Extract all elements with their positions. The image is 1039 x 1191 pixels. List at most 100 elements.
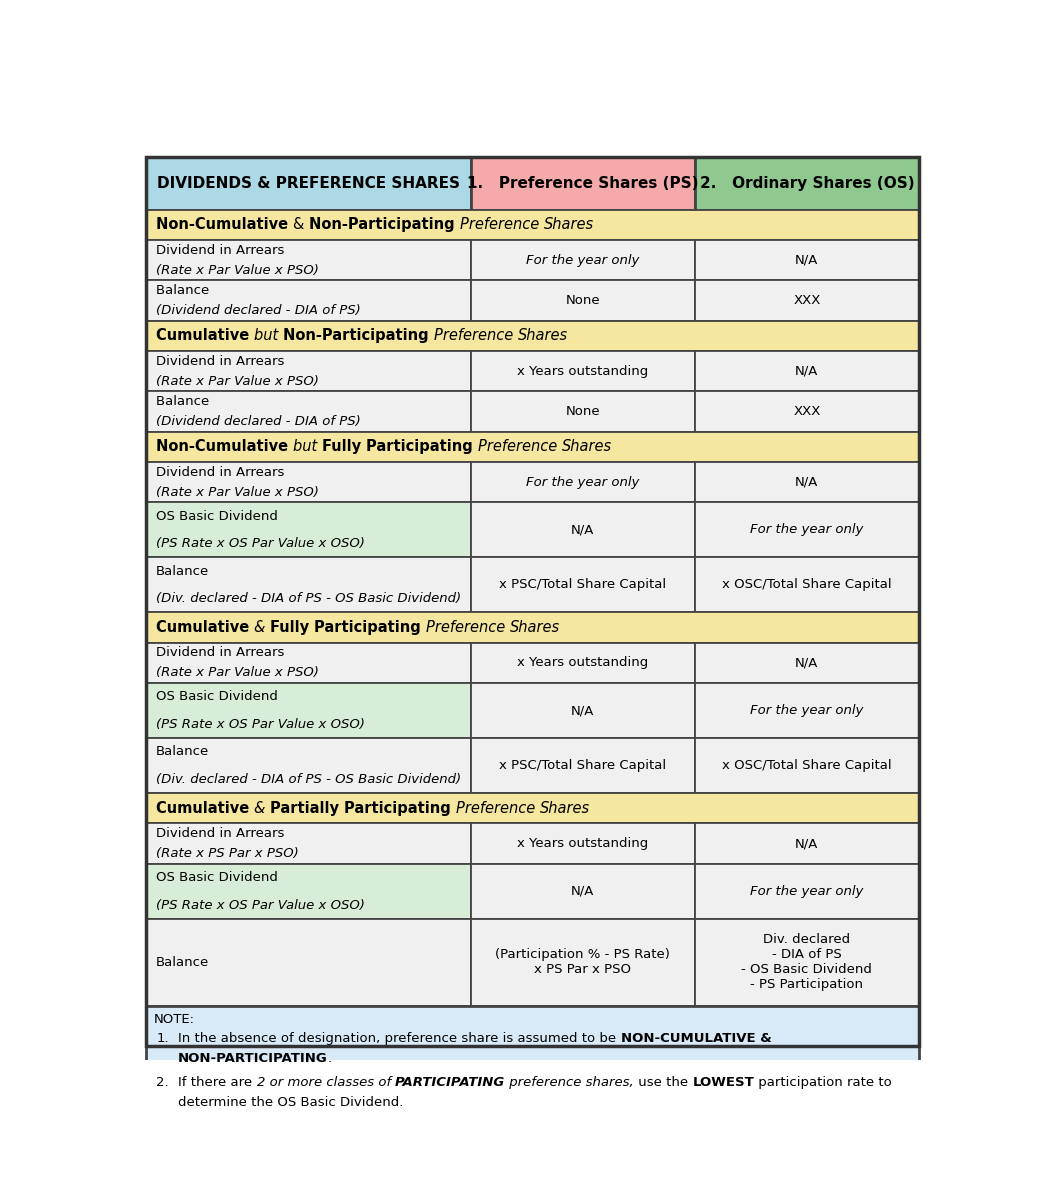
Text: Dividend in Arrears: Dividend in Arrears: [156, 466, 288, 479]
FancyBboxPatch shape: [471, 351, 695, 392]
FancyBboxPatch shape: [471, 462, 695, 503]
Text: 2.: 2.: [157, 1075, 169, 1089]
Text: PARTICIPATING: PARTICIPATING: [395, 1075, 505, 1089]
Text: For the year only: For the year only: [526, 254, 639, 267]
Text: x Years outstanding: x Years outstanding: [517, 656, 648, 669]
Text: Dividend in Arrears: Dividend in Arrears: [156, 244, 288, 257]
Text: Shares: Shares: [543, 218, 593, 232]
Text: &: &: [293, 218, 309, 232]
Text: preference shares,: preference shares,: [505, 1075, 634, 1089]
Text: OS Basic Dividend: OS Basic Dividend: [156, 510, 277, 523]
Text: XXX: XXX: [793, 405, 821, 418]
FancyBboxPatch shape: [145, 462, 471, 503]
FancyBboxPatch shape: [695, 684, 920, 738]
Text: N/A: N/A: [795, 254, 819, 267]
Text: Preference: Preference: [459, 218, 543, 232]
Text: (PS Rate x OS Par Value x OSO): (PS Rate x OS Par Value x OSO): [156, 718, 365, 731]
Text: Div. declared
- DIA of PS
- OS Basic Dividend
- PS Participation: Div. declared - DIA of PS - OS Basic Div…: [742, 934, 873, 991]
FancyBboxPatch shape: [145, 557, 471, 612]
Text: x OSC/Total Share Capital: x OSC/Total Share Capital: [722, 579, 891, 592]
FancyBboxPatch shape: [695, 918, 920, 1006]
Text: x Years outstanding: x Years outstanding: [517, 364, 648, 378]
Text: (Rate x Par Value x PSO): (Rate x Par Value x PSO): [156, 264, 319, 276]
FancyBboxPatch shape: [695, 462, 920, 503]
FancyBboxPatch shape: [145, 643, 471, 684]
Text: Cumulative: Cumulative: [156, 329, 254, 343]
Text: x PSC/Total Share Capital: x PSC/Total Share Capital: [499, 759, 666, 772]
Text: (Div. declared - DIA of PS - OS Basic Dividend): (Div. declared - DIA of PS - OS Basic Di…: [156, 773, 460, 786]
Text: (PS Rate x OS Par Value x OSO): (PS Rate x OS Par Value x OSO): [156, 898, 365, 911]
Text: Balance: Balance: [156, 956, 209, 968]
Text: use the: use the: [634, 1075, 692, 1089]
FancyBboxPatch shape: [471, 738, 695, 793]
Text: N/A: N/A: [795, 837, 819, 850]
Text: x OSC/Total Share Capital: x OSC/Total Share Capital: [722, 759, 891, 772]
Text: Participating: Participating: [314, 621, 426, 635]
Text: Cumulative: Cumulative: [156, 800, 254, 816]
FancyBboxPatch shape: [471, 557, 695, 612]
Text: (Rate x Par Value x PSO): (Rate x Par Value x PSO): [156, 486, 319, 499]
Text: N/A: N/A: [571, 885, 594, 898]
FancyBboxPatch shape: [145, 684, 471, 738]
Text: None: None: [565, 405, 601, 418]
FancyBboxPatch shape: [695, 738, 920, 793]
Text: Non-Participating: Non-Participating: [309, 218, 459, 232]
Text: N/A: N/A: [795, 656, 819, 669]
Text: Cumulative: Cumulative: [156, 621, 254, 635]
Text: OS Basic Dividend: OS Basic Dividend: [156, 871, 277, 884]
Text: N/A: N/A: [795, 364, 819, 378]
FancyBboxPatch shape: [695, 392, 920, 432]
Text: 1.   Preference Shares (PS): 1. Preference Shares (PS): [467, 176, 698, 191]
FancyBboxPatch shape: [145, 918, 471, 1006]
Text: OS Basic Dividend: OS Basic Dividend: [156, 691, 277, 704]
FancyBboxPatch shape: [145, 793, 920, 823]
Text: Dividend in Arrears: Dividend in Arrears: [156, 355, 288, 368]
FancyBboxPatch shape: [471, 157, 695, 210]
Text: Fully: Fully: [322, 439, 366, 455]
Text: (PS Rate x OS Par Value x OSO): (PS Rate x OS Par Value x OSO): [156, 537, 365, 550]
Text: Participating: Participating: [366, 439, 478, 455]
FancyBboxPatch shape: [471, 684, 695, 738]
FancyBboxPatch shape: [145, 392, 471, 432]
Text: XXX: XXX: [793, 294, 821, 307]
Text: (Div. declared - DIA of PS - OS Basic Dividend): (Div. declared - DIA of PS - OS Basic Di…: [156, 592, 460, 605]
Text: N/A: N/A: [795, 475, 819, 488]
Text: (Rate x PS Par x PSO): (Rate x PS Par x PSO): [156, 847, 298, 860]
Text: (Rate x Par Value x PSO): (Rate x Par Value x PSO): [156, 667, 319, 680]
Text: NON-CUMULATIVE &: NON-CUMULATIVE &: [620, 1031, 771, 1045]
Text: 2.   Ordinary Shares (OS): 2. Ordinary Shares (OS): [699, 176, 914, 191]
Text: participation rate to: participation rate to: [754, 1075, 891, 1089]
FancyBboxPatch shape: [145, 241, 471, 281]
Text: Partially: Partially: [270, 800, 344, 816]
Text: LOWEST: LOWEST: [692, 1075, 754, 1089]
FancyBboxPatch shape: [145, 157, 471, 210]
Text: Balance: Balance: [156, 565, 209, 578]
FancyBboxPatch shape: [471, 863, 695, 918]
Text: N/A: N/A: [571, 704, 594, 717]
FancyBboxPatch shape: [145, 823, 471, 863]
FancyBboxPatch shape: [471, 392, 695, 432]
Text: (Rate x Par Value x PSO): (Rate x Par Value x PSO): [156, 375, 319, 388]
Text: N/A: N/A: [571, 523, 594, 536]
FancyBboxPatch shape: [695, 281, 920, 320]
Text: but: but: [254, 329, 283, 343]
FancyBboxPatch shape: [145, 351, 471, 392]
Text: (Participation % - PS Rate)
x PS Par x PSO: (Participation % - PS Rate) x PS Par x P…: [496, 948, 670, 977]
FancyBboxPatch shape: [471, 281, 695, 320]
Text: For the year only: For the year only: [526, 475, 639, 488]
Text: &: &: [254, 621, 270, 635]
FancyBboxPatch shape: [695, 157, 920, 210]
FancyBboxPatch shape: [145, 432, 920, 462]
Text: Dividend in Arrears: Dividend in Arrears: [156, 647, 288, 660]
FancyBboxPatch shape: [695, 643, 920, 684]
Text: x PSC/Total Share Capital: x PSC/Total Share Capital: [499, 579, 666, 592]
FancyBboxPatch shape: [145, 503, 471, 557]
Text: Balance: Balance: [156, 285, 213, 297]
FancyBboxPatch shape: [471, 643, 695, 684]
Text: Shares: Shares: [510, 621, 560, 635]
Text: &: &: [254, 800, 270, 816]
FancyBboxPatch shape: [695, 863, 920, 918]
Text: 2 or more classes of: 2 or more classes of: [257, 1075, 395, 1089]
Text: Preference: Preference: [478, 439, 562, 455]
Text: None: None: [565, 294, 601, 307]
